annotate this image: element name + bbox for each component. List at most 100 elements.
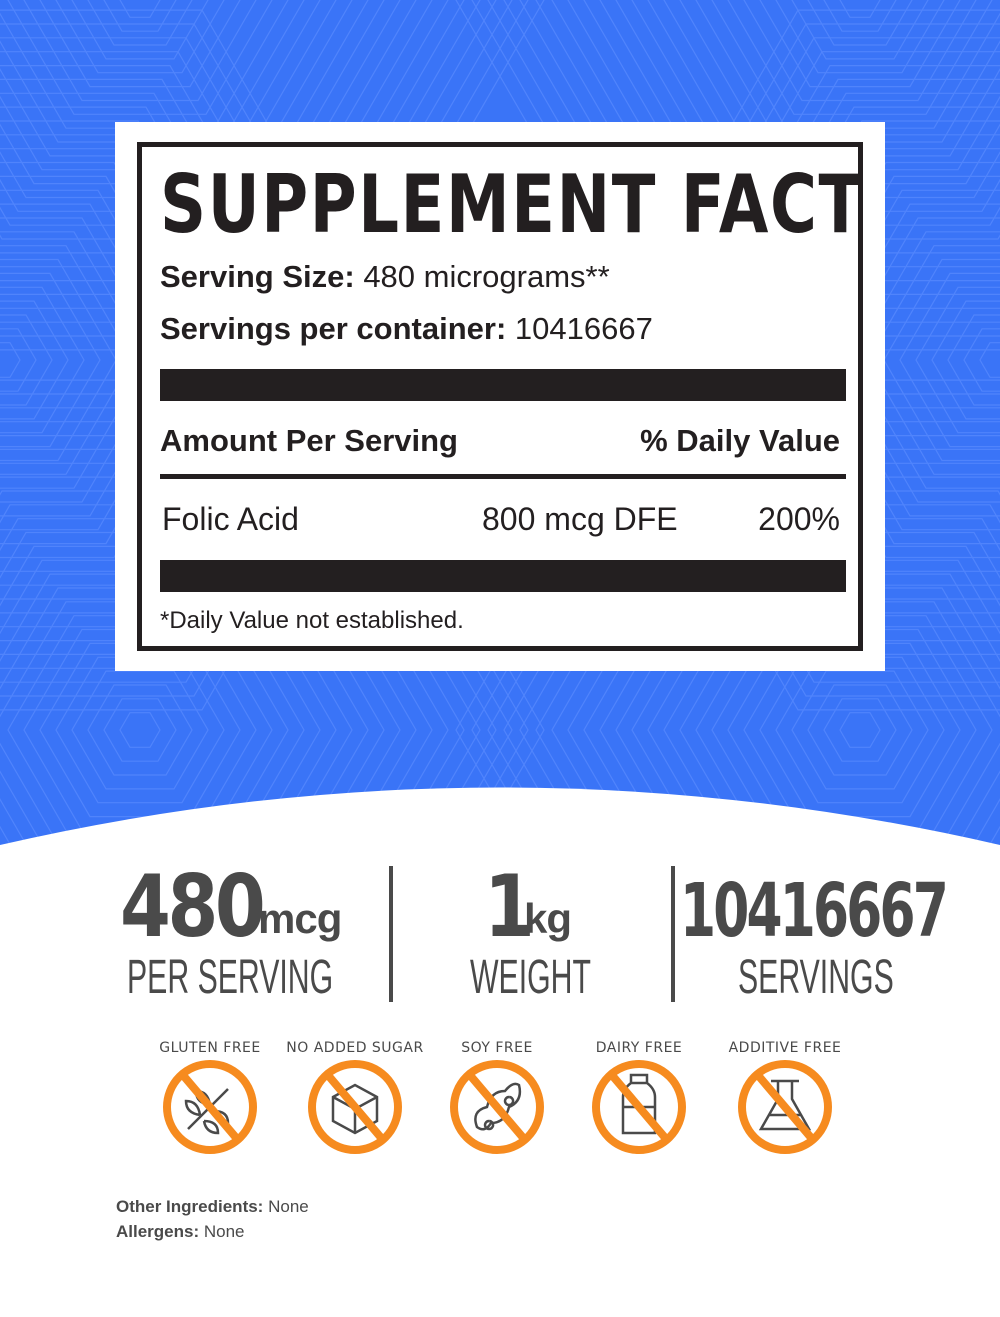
prohibition-circle-icon [738, 1060, 832, 1154]
hexagon-line [455, 379, 1000, 860]
hexagon-line [39, 0, 241, 88]
serving-size-value: 480 micrograms** [363, 259, 610, 294]
hexagon-line [823, 698, 897, 762]
allergens: Allergens: None [116, 1219, 309, 1244]
hexagon-line [695, 0, 1000, 143]
dv-header: % Daily Value [640, 423, 840, 458]
hexagon-line [0, 37, 373, 683]
thick-divider [160, 560, 846, 592]
hexagon-line [599, 504, 1000, 860]
other-ingredients: Other Ingredients: None [116, 1194, 309, 1219]
hexagon-line [631, 0, 1000, 199]
hexagon-line [71, 0, 209, 60]
servings-label: Servings per container: [160, 311, 507, 346]
badge-label: DAIRY FREE [596, 1040, 683, 1056]
hexagon-line [899, 272, 1000, 448]
hexagon-line [0, 245, 133, 475]
hexagon-line [71, 670, 209, 790]
hexagon-line [979, 342, 1000, 378]
soybean-icon [474, 1082, 522, 1131]
prohibition-slash-icon [323, 1071, 387, 1143]
hexagon-line [23, 0, 257, 102]
hexagon-line [599, 0, 1000, 226]
hexagon-line [0, 342, 21, 378]
hexagon-line [519, 435, 1000, 860]
hexagon-line [87, 0, 193, 46]
hexagon-line [647, 0, 1000, 185]
hexagon-line [679, 0, 1000, 157]
servings-value: 10416667 [514, 311, 653, 346]
hexagon-line [0, 286, 85, 434]
hexagon-line [119, 712, 161, 748]
hexagon-line [947, 314, 1000, 406]
prohibition-slash-icon [465, 1071, 529, 1143]
prohibition-slash-icon [178, 1071, 242, 1143]
serving-size-label: Serving Size: [160, 259, 355, 294]
hexagon-line [7, 0, 273, 115]
hexagon-line [839, 0, 881, 18]
stat-unit: kg [524, 895, 572, 942]
facts-border: SUPPLEMENT FACTS Serving Size: 480 micro… [137, 142, 863, 651]
hexagon-line [0, 9, 405, 711]
hexagon-line [0, 258, 117, 462]
hexagon-line [915, 286, 1000, 434]
badge-no-added-sugar: NO ADDED SUGAR [286, 1040, 423, 1154]
ingredients-footer: Other Ingredients: None Allergens: None [116, 1194, 309, 1244]
hexagon-line [931, 300, 1000, 420]
stat-value: 1 [484, 857, 535, 957]
prohibition-circle-icon [163, 1060, 257, 1154]
badge-label: SOY FREE [461, 1040, 533, 1056]
hexagon-line [727, 0, 993, 115]
nutrient-dv: 200% [758, 501, 840, 537]
allergens-label: Allergens: [116, 1222, 200, 1241]
hexagon-line [103, 0, 177, 32]
other-ingredients-value: None [263, 1197, 309, 1216]
hexagon-line [55, 0, 225, 74]
nutrient-name: Folic Acid [162, 501, 299, 537]
hexagon-line [0, 217, 165, 503]
badge-label: ADDITIVE FREE [729, 1040, 842, 1056]
stat-value: 10416667 [680, 868, 949, 954]
facts-title: SUPPLEMENT FACTS [160, 158, 863, 251]
hexagon-line [103, 698, 177, 762]
serving-size: Serving Size: 480 micrograms** [160, 259, 610, 295]
hexagon-line [743, 0, 977, 102]
hexagon-line [963, 328, 1000, 392]
servings-per-container: Servings per container: 10416667 [160, 311, 653, 347]
badge-soy-free: SOY FREE [450, 1040, 544, 1154]
hexagon-line [759, 0, 961, 88]
badge-gluten-free: GLUTEN FREE [159, 1040, 260, 1154]
divider [671, 866, 675, 1002]
divider [160, 474, 846, 479]
prohibition-circle-icon [308, 1060, 402, 1154]
hexagon-line [87, 684, 193, 776]
hexagon-line [807, 684, 913, 776]
hexagon-line [503, 421, 1000, 860]
hexagon-line [775, 0, 945, 74]
hexagon-line [647, 545, 1000, 860]
hexagon-line [807, 0, 913, 46]
hexagon-line [615, 518, 1000, 860]
hexagon-line [711, 0, 1000, 129]
hexagon-line [119, 0, 161, 18]
hexagon-line [0, 23, 389, 697]
prohibition-circle-icon [592, 1060, 686, 1154]
stat-unit: mcg [258, 895, 342, 942]
stat-value: 480 [120, 857, 266, 957]
hexagon-line [583, 0, 1000, 240]
thick-divider [160, 369, 846, 401]
hexagon-line [0, 231, 149, 489]
hexagon-line [663, 0, 1000, 171]
footnote: *Daily Value not established. [160, 607, 464, 634]
hexagon-line [0, 161, 229, 559]
prohibition-circle-icon [450, 1060, 544, 1154]
badge-label: NO ADDED SUGAR [286, 1040, 423, 1056]
hexagon-line [0, 189, 197, 531]
hexagon-line [0, 203, 181, 517]
nutrient-amount: 800 mcg DFE [482, 501, 678, 537]
hexagon-line [823, 0, 897, 32]
hexagon-line [791, 670, 929, 790]
hexagon-line [535, 448, 1000, 860]
hexagon-line [0, 328, 37, 392]
